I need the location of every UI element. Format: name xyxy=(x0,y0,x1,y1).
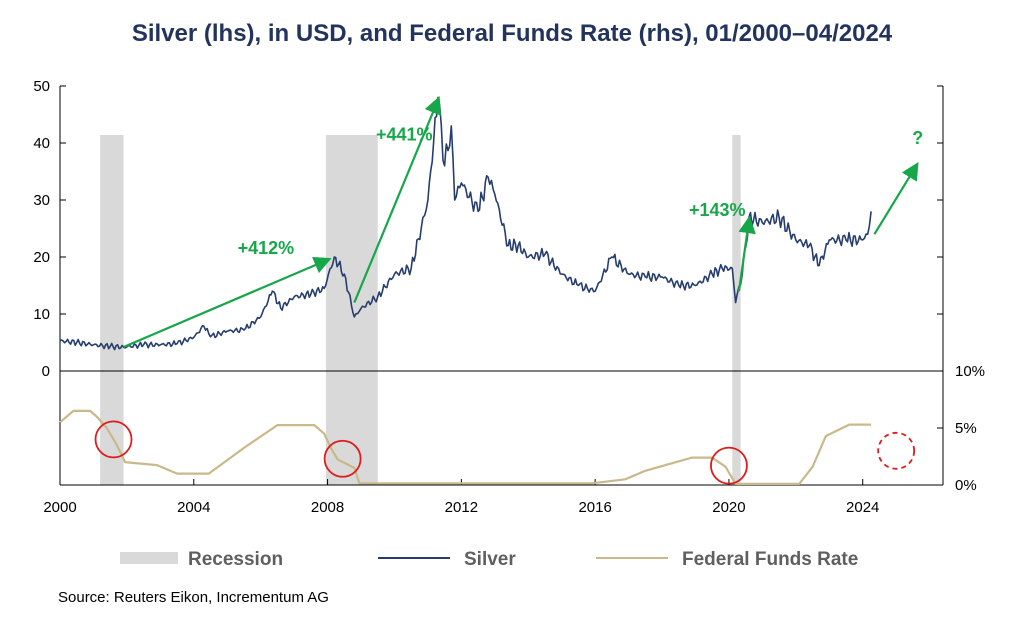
x-tick-label: 2016 xyxy=(578,499,611,516)
y-tick-label: 0 xyxy=(42,363,50,380)
recession-band xyxy=(100,135,124,485)
x-tick-label: 2000 xyxy=(43,499,76,516)
x-tick-label: 2008 xyxy=(311,499,344,516)
legend-swatch-band xyxy=(120,552,178,564)
x-tick-label: 2012 xyxy=(445,499,478,516)
y-tick-label: 10 xyxy=(33,306,50,323)
rate-cut-marker xyxy=(323,439,362,478)
rate-cut-marker xyxy=(877,431,916,470)
annotations: +412% +441% +143%? xyxy=(94,96,923,485)
ffr-tick-label: 0% xyxy=(955,477,977,494)
x-tick-label: 2004 xyxy=(177,499,210,516)
chart-title: Silver (lhs), in USD, and Federal Funds … xyxy=(131,20,893,47)
axes: 0 10 20 30 40 50 0% 5% 10% 2000 2004 2008 2012 2016 20… xyxy=(33,78,985,516)
source-note: Source: Reuters Eikon, Incrementum AG xyxy=(58,589,329,606)
y-tick-label: 30 xyxy=(33,192,50,209)
series xyxy=(59,96,872,485)
annotation-arrow xyxy=(123,256,332,349)
legend: Recession Silver Federal Funds Rate xyxy=(120,549,858,570)
annotation-arrow xyxy=(353,96,442,304)
annotation-label: +412% xyxy=(238,238,295,258)
legend-label: Silver xyxy=(464,549,516,570)
ffr-tick-label: 5% xyxy=(955,420,977,437)
rate-cut-marker xyxy=(710,446,748,485)
ffr-tick-label: 10% xyxy=(955,363,985,380)
annotation-label: ? xyxy=(912,128,923,148)
x-tick-label: 2020 xyxy=(712,499,745,516)
legend-label: Federal Funds Rate xyxy=(682,549,858,570)
y-tick-label: 50 xyxy=(33,78,50,95)
annotation-arrow xyxy=(737,215,756,292)
annotation-label: +143% xyxy=(689,200,746,220)
y-tick-label: 20 xyxy=(33,249,50,266)
ffr-line xyxy=(59,409,872,485)
recession-band xyxy=(732,135,741,485)
annotation-arrow xyxy=(873,162,919,235)
y-tick-label: 40 xyxy=(33,135,50,152)
annotation-label: +441% xyxy=(376,124,433,144)
legend-label: Recession xyxy=(188,549,283,570)
x-tick-label: 2024 xyxy=(846,499,879,516)
silver-line xyxy=(59,96,872,351)
rate-cut-marker xyxy=(94,420,133,459)
recession-bands xyxy=(100,135,741,485)
